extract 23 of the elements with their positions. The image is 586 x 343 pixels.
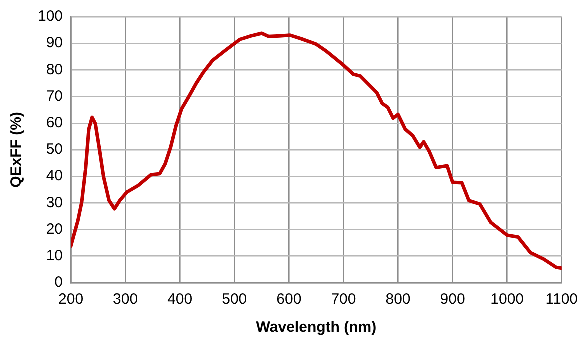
x-tick-label: 1100 — [546, 291, 578, 308]
y-tick-label: 10 — [46, 248, 64, 265]
y-tick-label: 70 — [46, 88, 64, 105]
y-tick-label: 0 — [54, 274, 64, 292]
y-axis-title: QExFF (%) — [8, 112, 26, 188]
y-tick-label: 60 — [46, 114, 64, 132]
y-tick-label: 100 — [38, 8, 64, 26]
x-tick-label: 300 — [113, 291, 138, 308]
x-tick-label: 800 — [386, 291, 411, 308]
x-axis-title: Wavelength (nm) — [256, 319, 377, 336]
x-tick-label: 400 — [168, 291, 193, 308]
y-tick-label: 20 — [46, 220, 64, 238]
x-tick-label: 600 — [276, 291, 302, 308]
x-tick-label: 200 — [58, 291, 84, 308]
x-tick-label: 900 — [440, 291, 466, 308]
y-tick-label: 30 — [46, 194, 64, 212]
y-tick-label: 90 — [46, 34, 64, 52]
y-tick-label: 50 — [46, 141, 64, 158]
x-tick-label: 500 — [222, 291, 248, 308]
x-tick-label: 700 — [331, 291, 356, 308]
y-tick-label: 80 — [46, 61, 64, 78]
x-tick-label: 1000 — [490, 291, 524, 308]
y-tick-label: 40 — [46, 168, 64, 185]
